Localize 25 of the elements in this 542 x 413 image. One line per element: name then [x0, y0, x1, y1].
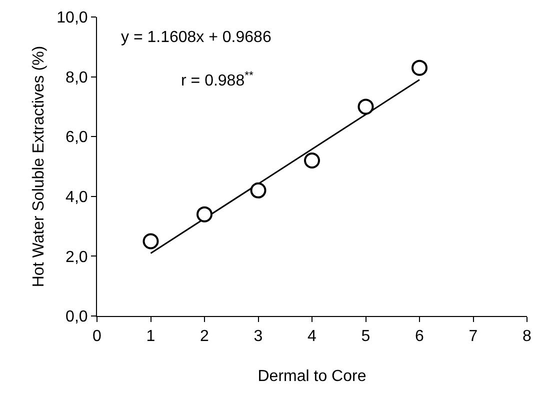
x-tick-label: 1 [146, 328, 156, 346]
y-tick-label: 0,0 [66, 308, 88, 326]
y-axis-title: Hot Water Soluble Extractives (%) [30, 46, 48, 288]
point [358, 98, 374, 115]
y-tick-label: 10,0 [56, 10, 88, 27]
point [250, 182, 266, 198]
y-tick-label: 6,0 [66, 129, 88, 146]
x-tick-label: 8 [522, 328, 532, 346]
x-tick-label: 6 [415, 328, 424, 346]
x-axis-title: Dermal to Core [258, 368, 366, 385]
x-tick-label: 0 [92, 328, 102, 346]
point [142, 233, 159, 250]
x-tick-label: 3 [254, 328, 263, 346]
point [412, 60, 428, 76]
point [196, 206, 212, 222]
y-tick-label: 4,0 [66, 189, 88, 206]
x-tick-label: 4 [308, 328, 317, 346]
x-tick-label: 2 [200, 328, 210, 346]
x-tick-label: 7 [468, 328, 478, 346]
annotation: y = 1.1608x + 0.9686 [121, 29, 272, 46]
y-tick-label: 2,0 [66, 248, 88, 266]
point [304, 152, 320, 169]
x-tick-label: 5 [361, 328, 370, 346]
annotation: r = 0.988$^{**}$ [181, 70, 254, 90]
y-tick-label: 8,0 [66, 69, 88, 86]
